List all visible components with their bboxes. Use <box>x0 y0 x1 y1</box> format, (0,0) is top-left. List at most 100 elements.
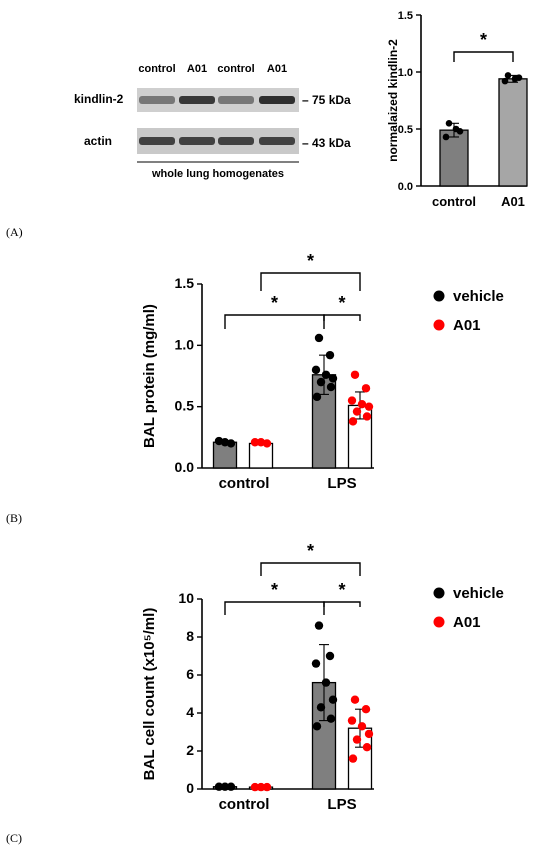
x-category-LPS: LPS <box>327 475 356 492</box>
panel-label-c: (C) <box>6 831 22 845</box>
panel-label-b: (B) <box>6 511 22 525</box>
data-point-A01 <box>362 743 372 752</box>
y-tick-label: 0.0 <box>398 181 413 193</box>
y-tick-label: 4 <box>186 704 194 720</box>
lane-label-1: control <box>138 63 175 75</box>
data-point-A01 <box>347 716 357 725</box>
data-point-A01 <box>348 417 358 426</box>
data-point-vehicle <box>214 782 224 791</box>
lane-label-2: A01 <box>187 63 207 75</box>
data-point-control <box>445 120 453 127</box>
data-point-vehicle <box>325 651 335 661</box>
band-0-2 <box>218 96 254 104</box>
band-1-2 <box>218 137 254 145</box>
kindlin2-row-label: kindlin-2 <box>74 92 124 106</box>
y-tick-label: 1.0 <box>398 67 413 79</box>
legend-label-vehicle: vehicle <box>453 288 504 305</box>
significance-bracket <box>323 314 361 321</box>
data-point-A01 <box>256 782 266 792</box>
significance-star: * <box>338 293 345 313</box>
data-point-A01 <box>350 695 360 704</box>
marker-43kda: – 43 kDa <box>302 136 351 150</box>
band-0-0 <box>139 96 175 104</box>
data-point-vehicle <box>326 382 336 392</box>
significance-star: * <box>271 293 278 313</box>
legend-marker-A01 <box>433 616 445 628</box>
data-point-vehicle <box>311 365 321 375</box>
data-point-vehicle <box>312 392 322 402</box>
y-tick-label: 6 <box>186 666 194 682</box>
y-tick-label: 8 <box>186 628 194 644</box>
legend-marker-A01 <box>433 319 445 331</box>
data-point-A01 <box>361 705 371 714</box>
data-point-vehicle <box>311 659 321 668</box>
data-point-A01 <box>357 722 367 731</box>
data-point-A01 <box>262 782 272 792</box>
data-point-vehicle <box>326 714 336 723</box>
panel-label-a: (A) <box>6 225 23 239</box>
x-category-A01: A01 <box>501 194 525 209</box>
significance-bracket <box>224 314 325 329</box>
data-point-vehicle <box>328 695 338 704</box>
x-category-control: control <box>219 796 270 813</box>
data-point-A01 <box>348 754 358 763</box>
significance-star: * <box>307 251 314 271</box>
y-axis-title: BAL protein (mg/ml) <box>141 304 158 448</box>
data-point-A01 <box>352 407 362 416</box>
blot-caption: whole lung homogenates <box>151 168 284 180</box>
data-point-A01 <box>262 439 272 448</box>
data-point-vehicle <box>325 350 335 360</box>
y-axis-title: normalaized kindlin-2 <box>386 39 400 162</box>
legend-marker-vehicle <box>433 290 445 302</box>
data-point-A01 <box>347 396 357 405</box>
x-category-LPS: LPS <box>327 796 356 813</box>
actin-row-label: actin <box>84 134 112 148</box>
data-point-A01 <box>250 782 260 792</box>
band-1-0 <box>139 137 175 145</box>
bar-control-A01 <box>248 442 274 469</box>
data-point-vehicle <box>226 439 236 448</box>
significance-bracket <box>323 601 361 607</box>
data-point-vehicle <box>316 703 326 712</box>
significance-star: * <box>338 580 345 600</box>
y-tick-label: 2 <box>186 742 194 758</box>
data-point-vehicle <box>328 374 338 383</box>
data-point-vehicle <box>226 782 236 791</box>
data-point-A01 <box>364 402 374 411</box>
data-point-A01 <box>361 384 371 393</box>
lane-label-3: control <box>217 63 254 75</box>
chart-b-bal-protein: 0.0 0.5 1.0 1.5 BAL protein (mg/ml) control LP… <box>141 251 504 492</box>
y-tick-label: 1.0 <box>175 336 195 352</box>
significance-bracket <box>453 51 514 62</box>
legend-label-A01: A01 <box>453 317 481 334</box>
data-point-control <box>452 125 460 133</box>
data-point-vehicle <box>314 621 324 630</box>
y-tick-label: 0.0 <box>175 459 195 475</box>
x-category-control: control <box>219 475 270 492</box>
data-point-vehicle <box>314 333 324 343</box>
legend-marker-vehicle <box>433 587 445 599</box>
y-tick-label: 0.5 <box>398 124 413 136</box>
bar-A01-A01 <box>498 78 528 187</box>
data-point-A01 <box>364 729 374 739</box>
significance-star: * <box>271 580 278 600</box>
western-blot: control A01 control A01 kindlin-2 actin … <box>74 63 351 180</box>
data-point-A01 <box>350 370 360 379</box>
chart-a-kindlin2: 0.0 0.5 1.0 1.5 normalaized kindlin-2 control… <box>386 10 528 209</box>
band-0-3 <box>259 96 295 104</box>
data-point-A01 <box>362 412 372 421</box>
data-point-A01 <box>352 735 362 744</box>
significance-bracket <box>260 562 361 576</box>
data-point-control <box>442 133 450 141</box>
band-0-1 <box>179 96 215 104</box>
data-point-vehicle <box>312 722 322 731</box>
y-tick-label: 0.5 <box>175 398 195 414</box>
data-point-A01 <box>501 77 509 85</box>
significance-bracket <box>224 601 325 615</box>
legend-label-vehicle: vehicle <box>453 585 504 602</box>
data-point-vehicle <box>316 377 326 387</box>
y-tick-label: 1.5 <box>398 10 413 22</box>
significance-star: * <box>480 30 487 50</box>
data-point-vehicle <box>321 370 331 379</box>
